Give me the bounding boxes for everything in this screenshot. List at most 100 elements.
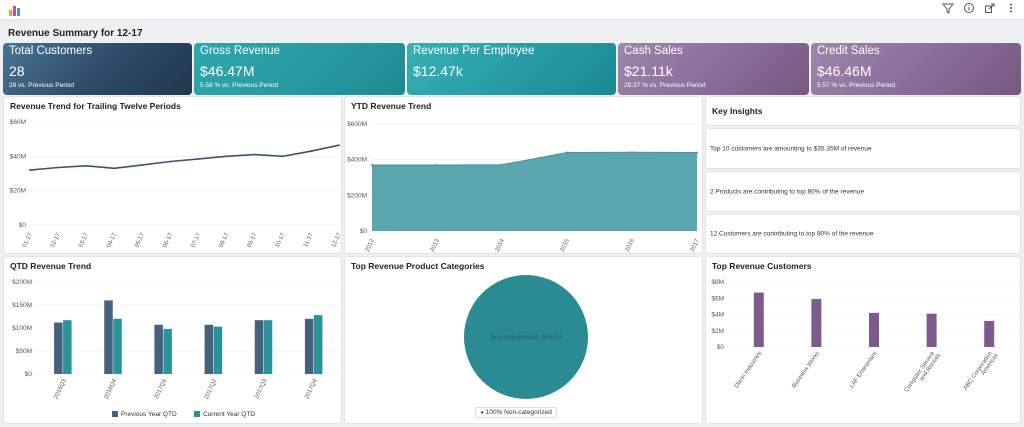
data-point: [566, 151, 568, 154]
x-tick-label: 05-17: [134, 232, 146, 249]
x-tick-label: 2017Q4: [304, 378, 319, 400]
data-point: [113, 167, 116, 170]
legend-swatch: [112, 411, 118, 418]
key-insights-header: Key Insights: [705, 96, 1021, 126]
y-tick-label: $150M: [12, 302, 32, 309]
x-tick-label: 12-17: [331, 232, 342, 249]
revenue-trend-chart: $0 $20M $40M $60M 01-17 02-17 03-17 04-17 05-17 0…: [10, 119, 342, 249]
insight-card[interactable]: Top 10 customers are amounting to $35.35…: [705, 128, 1021, 169]
kpi-card-cash-sales[interactable]: Cash Sales $21.11k 29.37 % vs. Previous …: [618, 43, 809, 95]
page-title: Revenue Summary for 12-17: [8, 28, 143, 39]
x-tick-label: LAF Enterprises: [849, 351, 879, 390]
legend-item-previous[interactable]: Previous Year QTD: [112, 411, 177, 418]
data-point: [57, 166, 59, 169]
bar: [204, 324, 214, 374]
kpi-card-revenue-per-employee[interactable]: Revenue Per Employee $12.47k: [407, 43, 616, 95]
insight-text: 2 Products are contributing to top 80% o…: [710, 188, 864, 195]
data-point: [501, 163, 503, 166]
x-tick-label: 2016Q3: [53, 378, 68, 400]
insight-card[interactable]: 2 Products are contributing to top 80% o…: [705, 171, 1021, 212]
insight-text: 12 Customers are contributing to top 80%…: [710, 230, 874, 238]
bar: [154, 324, 163, 374]
x-tick-label: 06-17: [162, 232, 174, 249]
panel-title: Top Revenue Customers: [712, 261, 812, 271]
bar: [163, 328, 172, 374]
bar: [213, 326, 223, 374]
bar: [753, 292, 764, 347]
x-tick-label: Business Works: [792, 351, 822, 390]
y-tick-label: $0: [360, 228, 368, 235]
panel-title: Key Insights: [712, 106, 763, 116]
bar: [113, 318, 122, 374]
kpi-value: $46.46M: [817, 63, 872, 79]
y-tick-label: $20M: [10, 188, 26, 195]
bar: [926, 313, 937, 347]
ytd-line: [372, 151, 698, 166]
data-point: [281, 155, 284, 158]
kpi-card-gross-revenue[interactable]: Gross Revenue $46.47M 5.58 % vs. Previou…: [194, 43, 405, 95]
y-tick-label: $50M: [16, 348, 32, 355]
y-tick-label: $60M: [10, 119, 26, 126]
kpi-value: $21.11k: [624, 63, 673, 79]
x-tick-label: 2016Q4: [104, 378, 119, 400]
y-tick-label: $600M: [347, 121, 367, 128]
legend-item-current[interactable]: Current Year QTD: [194, 411, 255, 418]
y-tick-label: $0: [717, 344, 725, 351]
kpi-subtext: 5.58 % vs. Previous Period: [200, 82, 279, 89]
kpi-value: 28: [9, 63, 25, 79]
data-point: [169, 160, 172, 163]
kpi-title: Gross Revenue: [200, 45, 280, 57]
x-tick-label: 11-17: [303, 232, 315, 249]
x-tick-label: 10-17: [275, 232, 287, 249]
panel-title: YTD Revenue Trend: [351, 101, 432, 111]
top-toolbar: [0, 0, 1024, 20]
data-point: [338, 144, 340, 147]
more-vertical-icon[interactable]: [1003, 2, 1019, 18]
product-categories-chart: Non-categorized, $43.04: [464, 275, 588, 399]
y-tick-label: $400M: [347, 157, 367, 164]
top-customers-chart: $0 $2M $4M $6M $8M Dixon Industries Business W…: [711, 279, 1018, 393]
x-tick-label: Dixon Industries: [734, 351, 764, 390]
bar: [263, 320, 273, 374]
pie-legend[interactable]: ◕ 100% Non-categorized: [475, 407, 557, 418]
y-tick-label: $8M: [711, 279, 724, 286]
bar: [869, 312, 879, 347]
legend-swatch: [194, 411, 200, 418]
x-tick-label: 2016: [625, 238, 636, 253]
kpi-card-credit-sales[interactable]: Credit Sales $46.46M 5.57 % vs. Previous…: [811, 43, 1021, 95]
x-tick-label: 07-17: [190, 232, 202, 249]
data-point: [371, 164, 373, 167]
x-tick-label: 02-17: [50, 232, 62, 249]
ytd-revenue-panel: $0 $200M $400M $600M 2012 2013 2014 2015 2016 201…: [344, 96, 703, 254]
x-tick-label: 04-17: [106, 232, 118, 249]
kpi-title: Cash Sales: [624, 45, 683, 57]
ytd-revenue-chart: $0 $200M $400M $600M 2012 2013 2014 2015 2016 201…: [347, 121, 701, 253]
panel-title: Revenue Trend for Trailing Twelve Period…: [10, 101, 181, 111]
x-tick-label: Computer Service: [904, 350, 937, 393]
x-tick-label: 2017: [690, 238, 701, 253]
x-tick-label: 08-17: [219, 232, 231, 249]
y-tick-label: $100M: [12, 325, 32, 332]
x-tick-label: 2012: [365, 238, 376, 253]
legend-label: 100% Non-categorized: [485, 409, 552, 416]
y-tick-label: $2M: [711, 328, 724, 335]
ytd-area: [372, 152, 697, 231]
data-point: [225, 155, 228, 158]
filter-icon[interactable]: [940, 2, 956, 18]
pie-slice: [464, 275, 588, 399]
info-icon[interactable]: [961, 2, 977, 18]
revenue-line: [29, 144, 340, 171]
share-icon[interactable]: [982, 2, 998, 18]
kpi-subtext: 29.37 % vs. Previous Period: [624, 82, 706, 89]
qtd-revenue-chart: $0 $50M $100M $150M $200M 2016Q3 2016Q4 2017Q1 2…: [12, 279, 339, 400]
insight-text: Top 10 customers are amounting to $35.35…: [710, 145, 872, 152]
kpi-value: $12.47k: [413, 63, 463, 79]
data-point: [436, 164, 438, 167]
x-tick-label: 09-17: [247, 232, 259, 249]
data-point: [310, 150, 312, 153]
data-point: [696, 151, 698, 154]
data-point: [631, 151, 633, 154]
kpi-card-total-customers[interactable]: Total Customers 28 28 vs. Previous Perio…: [3, 43, 192, 95]
data-point: [141, 164, 144, 166]
insight-card[interactable]: 12 Customers are contributing to top 80%…: [705, 214, 1021, 254]
